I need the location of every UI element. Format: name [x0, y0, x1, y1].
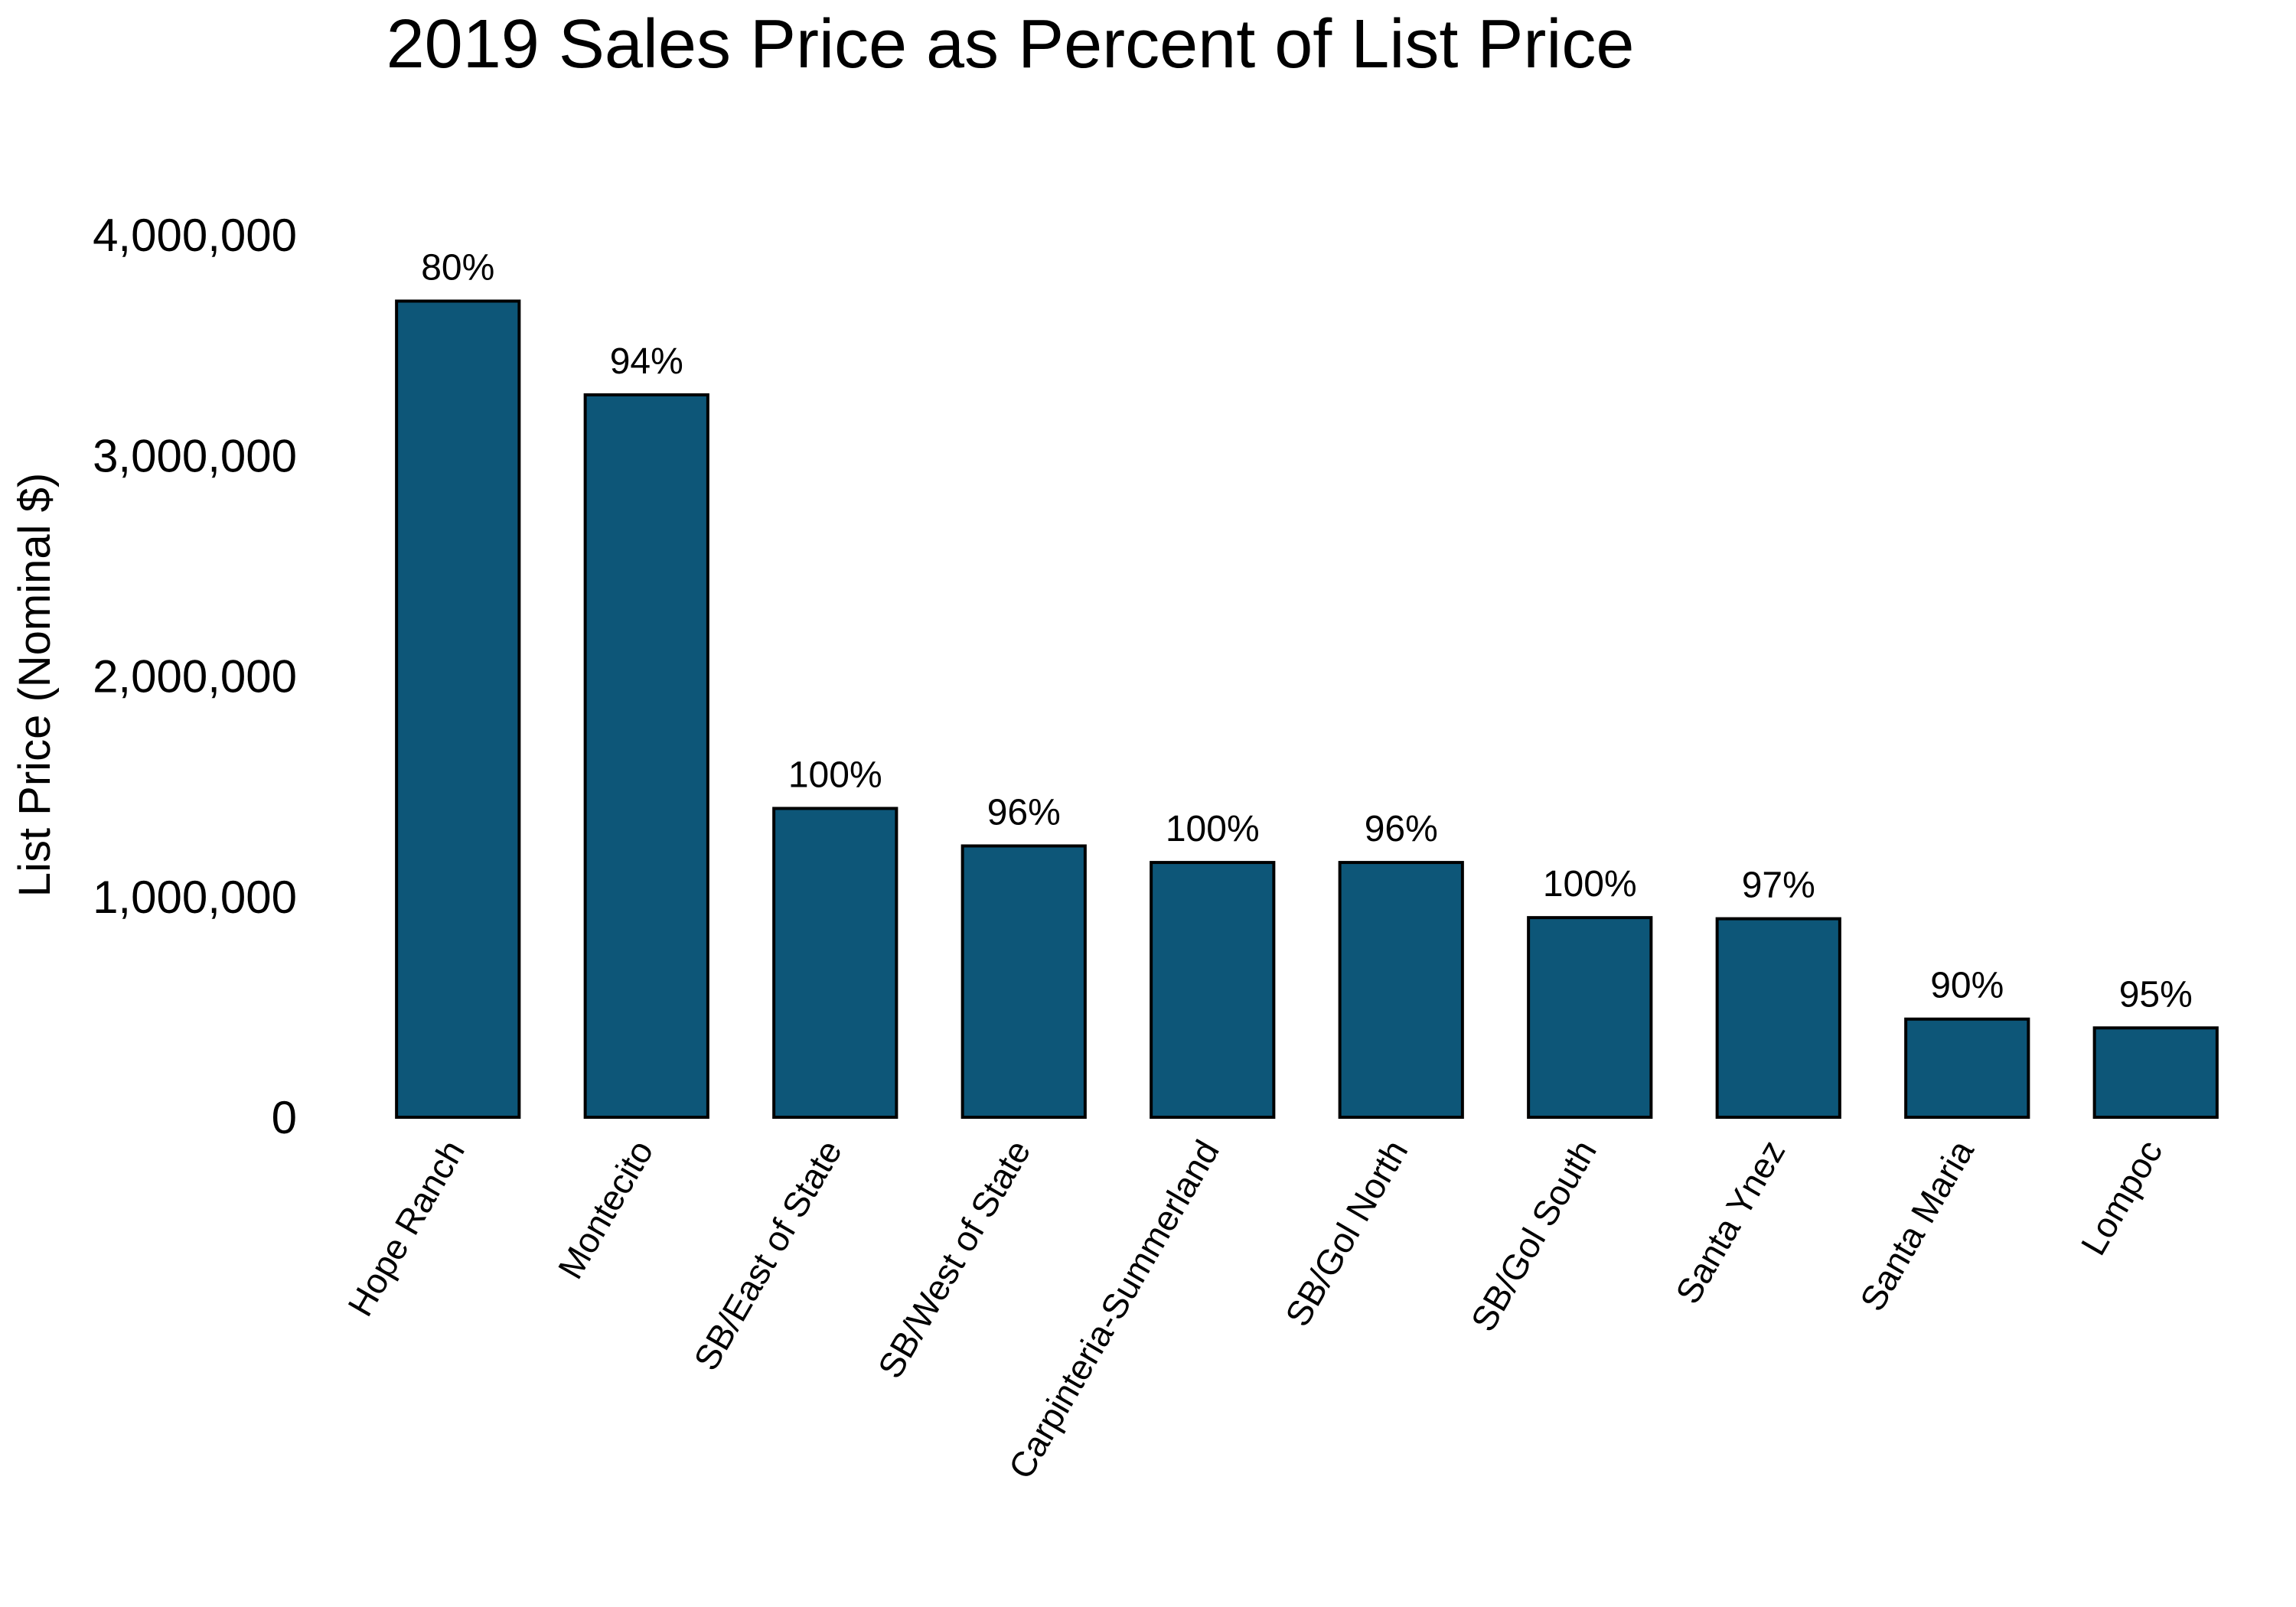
data-label: 94%	[610, 341, 683, 382]
data-labels: 80% 94% 100% 96% 100% 96% 100% 97% 90% 95%	[421, 247, 2193, 1015]
x-tick-label: SB/Gol North	[1277, 1133, 1416, 1333]
bar	[1338, 861, 1464, 1120]
data-label: 100%	[1166, 809, 1260, 849]
bar	[1904, 1017, 2030, 1120]
data-label: 100%	[788, 755, 882, 795]
x-tick-label: Montecito	[550, 1133, 661, 1286]
x-tick-label: Carpinteria-Summerland	[1000, 1133, 1227, 1485]
data-label: 96%	[1365, 809, 1438, 849]
bar-series	[395, 299, 2219, 1120]
x-tick-label: SB/East of State	[686, 1133, 850, 1377]
y-tick-label: 1,000,000	[93, 872, 297, 923]
data-label: 100%	[1543, 864, 1637, 905]
chart-title: 2019 Sales Price as Percent of List Pric…	[386, 6, 1635, 83]
x-tick-label: Lompoc	[2073, 1133, 2170, 1262]
data-label: 96%	[987, 792, 1061, 833]
y-axis-title: List Price (Nominal $)	[10, 473, 60, 897]
data-label: 80%	[421, 247, 494, 288]
y-tick-label: 3,000,000	[93, 430, 297, 481]
bar	[1527, 916, 1653, 1120]
data-label: 90%	[1930, 966, 2004, 1006]
bar	[395, 299, 521, 1120]
y-axis-ticks: 0 1,000,000 2,000,000 3,000,000 4,000,000	[93, 210, 297, 1143]
bar	[583, 393, 709, 1119]
y-tick-label: 2,000,000	[93, 651, 297, 702]
x-tick-label: SB/West of State	[870, 1133, 1039, 1385]
x-tick-label: Santa Ynez	[1668, 1133, 1793, 1310]
bar	[2092, 1026, 2219, 1120]
bar	[1715, 917, 1841, 1119]
x-tick-label: SB/Gol South	[1463, 1133, 1604, 1338]
y-tick-label: 4,000,000	[93, 210, 297, 261]
bar	[1150, 861, 1276, 1120]
y-tick-label: 0	[272, 1092, 297, 1143]
bar	[960, 844, 1087, 1119]
x-tick-label: Hope Ranch	[340, 1133, 472, 1322]
data-label: 97%	[1742, 865, 1815, 906]
x-tick-label: Santa Maria	[1852, 1133, 1981, 1318]
data-label: 95%	[2119, 974, 2193, 1015]
x-axis-ticks: Hope Ranch Montecito SB/East of State SB/We…	[340, 1133, 2170, 1485]
bar	[772, 807, 899, 1119]
